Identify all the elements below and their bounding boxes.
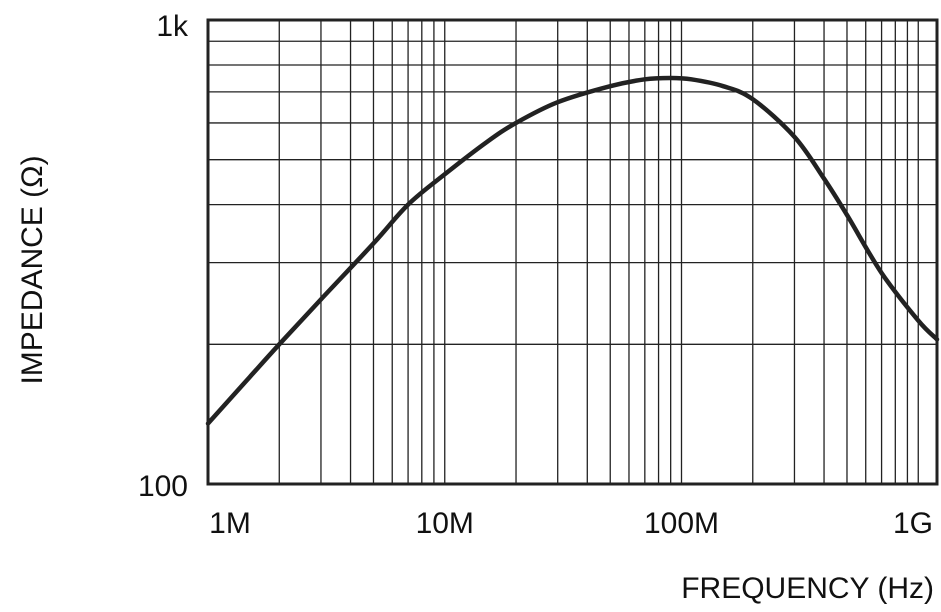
x-tick-label: 1M — [209, 507, 251, 540]
y-tick-label: 100 — [138, 470, 188, 503]
y-tick-label: 1k — [156, 10, 189, 43]
impedance-curve — [205, 75, 940, 426]
x-axis-title: FREQUENCY (Hz) — [681, 572, 934, 605]
plot-frame — [206, 18, 939, 486]
grid-lines — [208, 20, 937, 484]
x-tick-label: 100M — [644, 507, 719, 540]
x-tick-label: 1G — [893, 507, 933, 540]
y-axis-title: IMPEDANCE (Ω) — [16, 155, 49, 384]
x-tick-label: 10M — [416, 507, 474, 540]
y-tick-labels: 100 1k — [138, 10, 189, 503]
x-tick-labels: 1M 10M 100M 1G — [209, 507, 933, 540]
